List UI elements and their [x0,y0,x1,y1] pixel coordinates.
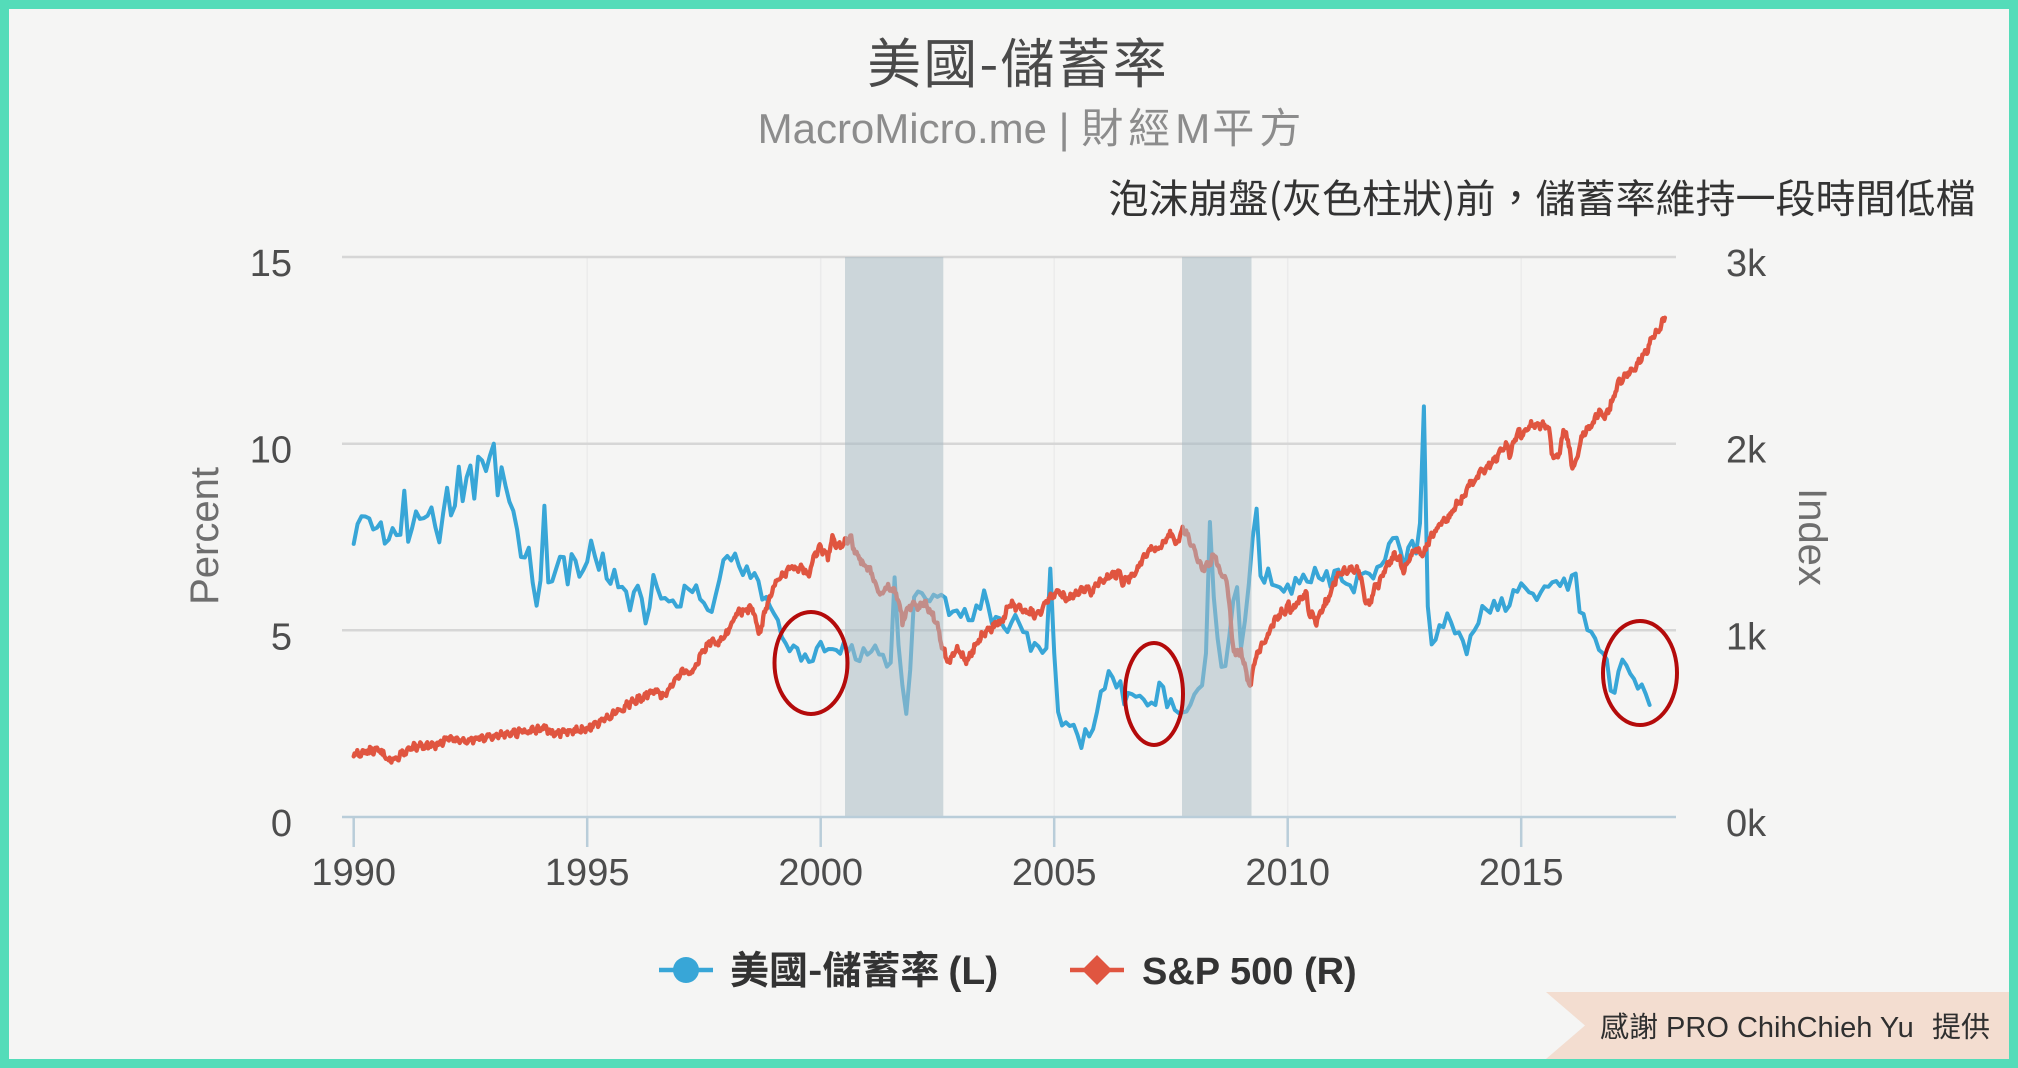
svg-text:MacroMicro.me |: MacroMicro.me | [758,105,1082,152]
svg-text:Index: Index [1790,488,1834,586]
svg-text:2015: 2015 [1479,852,1564,894]
svg-text:15: 15 [250,243,292,285]
svg-text:2k: 2k [1726,430,1767,472]
svg-text:2005: 2005 [1012,852,1097,894]
svg-text:PRO ChihChieh Yu: PRO ChihChieh Yu [1658,1012,1930,1044]
svg-text:1995: 1995 [545,852,630,894]
svg-text:3k: 3k [1726,243,1767,285]
svg-text:Percent: Percent [183,467,227,605]
svg-text:0: 0 [271,803,292,845]
svg-text:0k: 0k [1726,803,1767,845]
svg-text:2010: 2010 [1245,852,1330,894]
svg-text:1990: 1990 [311,852,396,894]
svg-text:2000: 2000 [778,852,863,894]
svg-text:M: M [1175,105,1210,152]
svg-text:10: 10 [250,430,292,472]
svg-text:(L): (L) [948,950,998,993]
svg-text:1k: 1k [1726,616,1767,658]
svg-text:5: 5 [271,616,292,658]
svg-text:S&P 500 (R): S&P 500 (R) [1142,951,1357,993]
